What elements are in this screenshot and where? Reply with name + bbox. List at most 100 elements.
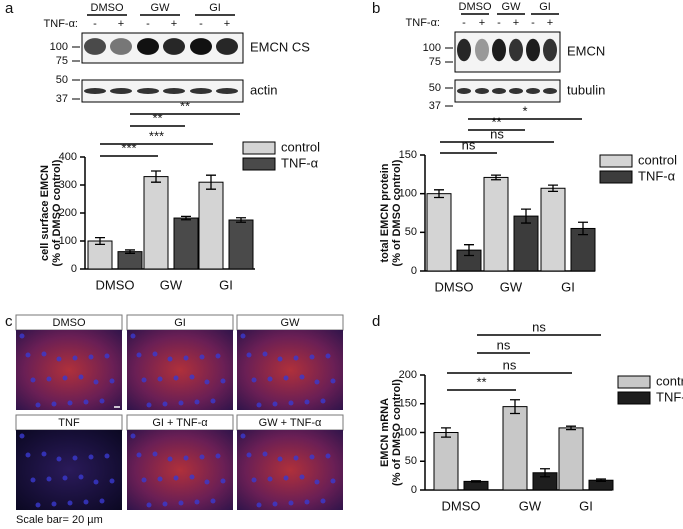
nucleus	[283, 475, 289, 481]
nucleus	[136, 352, 142, 358]
treatment-label: TNF-α:	[406, 17, 440, 29]
treatment-sign: +	[118, 18, 124, 30]
nucleus	[167, 456, 173, 462]
legend-label: TNF-α	[281, 155, 319, 170]
bar	[433, 432, 459, 491]
y-tick-label: 100	[399, 188, 417, 200]
nucleus	[157, 476, 163, 482]
blot-band	[110, 38, 132, 55]
nucleus	[46, 476, 52, 482]
nucleus	[62, 475, 68, 481]
bar	[117, 251, 143, 270]
blot-band	[190, 88, 212, 94]
error-bar	[471, 480, 481, 483]
y-tick-label: 150	[399, 398, 417, 410]
error-bar	[566, 425, 576, 431]
nucleus	[204, 479, 210, 485]
treatment-label: TNF-α:	[44, 18, 78, 30]
significance-label: ***	[121, 140, 136, 155]
nucleus	[267, 376, 273, 382]
nucleus	[99, 498, 105, 504]
treatment-sign: +	[547, 17, 553, 29]
blot-band	[457, 38, 471, 62]
nucleus	[78, 474, 84, 480]
micrograph	[127, 330, 233, 410]
nucleus	[277, 356, 283, 362]
legend-swatch	[617, 391, 651, 405]
blot-band	[509, 38, 523, 62]
mw-marker: 100	[50, 41, 68, 53]
nucleus	[293, 455, 299, 461]
image-label: GW + TNF-α	[259, 417, 322, 429]
nucleus	[178, 400, 184, 406]
error-bar	[125, 249, 135, 254]
mw-marker: 50	[429, 82, 441, 94]
nucleus	[240, 433, 246, 439]
nucleus	[194, 499, 200, 505]
micrograph	[16, 330, 122, 410]
bar	[570, 227, 596, 272]
nucleus	[288, 500, 294, 506]
nucleus	[320, 398, 326, 404]
y-tick-label: 0	[411, 265, 417, 277]
nucleus	[267, 476, 273, 482]
legend-label: TNF-α	[656, 389, 683, 404]
nucleus	[262, 351, 268, 357]
y-axis-label: (% of DMSO control)	[391, 379, 403, 486]
y-tick-label: 0	[71, 263, 77, 275]
blot-band	[543, 38, 557, 62]
significance-label: **	[476, 374, 486, 389]
x-tick-label: DMSO	[435, 279, 474, 294]
error-bar	[95, 236, 105, 246]
nucleus	[162, 401, 168, 407]
error-bar	[441, 427, 451, 438]
condition-label: GI	[539, 1, 551, 13]
blot-box	[454, 79, 561, 103]
image-label: GI + TNF-α	[152, 417, 208, 429]
nucleus	[314, 379, 320, 385]
nucleus	[283, 375, 289, 381]
condition-label: GW	[502, 1, 522, 13]
nucleus	[304, 399, 310, 405]
significance-label: **	[152, 110, 162, 125]
blot-band	[216, 88, 238, 94]
nucleus	[56, 356, 62, 362]
blot-band	[475, 88, 489, 94]
nucleus	[83, 399, 89, 405]
bar	[483, 176, 509, 272]
nucleus	[325, 353, 331, 359]
bar	[143, 176, 169, 270]
nucleus	[25, 352, 31, 358]
error-bar	[510, 399, 520, 415]
error-bar	[578, 221, 588, 236]
blot-band	[137, 88, 159, 94]
nucleus	[109, 378, 115, 384]
treatment-sign: -	[199, 18, 203, 30]
nucleus	[272, 401, 278, 407]
nucleus	[88, 454, 94, 460]
nucleus	[67, 500, 73, 506]
nucleus	[93, 379, 99, 385]
nucleus	[309, 354, 315, 360]
error-bar	[548, 184, 558, 192]
significance-label: ***	[149, 128, 164, 143]
nucleus	[25, 452, 31, 458]
nucleus	[162, 501, 168, 507]
bar	[228, 219, 254, 270]
nucleus	[293, 355, 299, 361]
bar	[463, 480, 489, 491]
error-bar	[151, 170, 161, 183]
legend-swatch	[242, 141, 276, 155]
nucleus	[146, 502, 152, 508]
y-tick-label: 100	[59, 235, 77, 247]
nucleus	[72, 455, 78, 461]
blot-band	[163, 38, 185, 55]
treatment-sign: -	[462, 17, 466, 29]
nucleus	[220, 478, 226, 484]
nucleus	[136, 452, 142, 458]
blot-band	[492, 88, 506, 94]
nucleus	[277, 456, 283, 462]
legend-label: control	[281, 139, 320, 154]
mw-marker: 37	[429, 100, 441, 112]
nucleus	[167, 356, 173, 362]
